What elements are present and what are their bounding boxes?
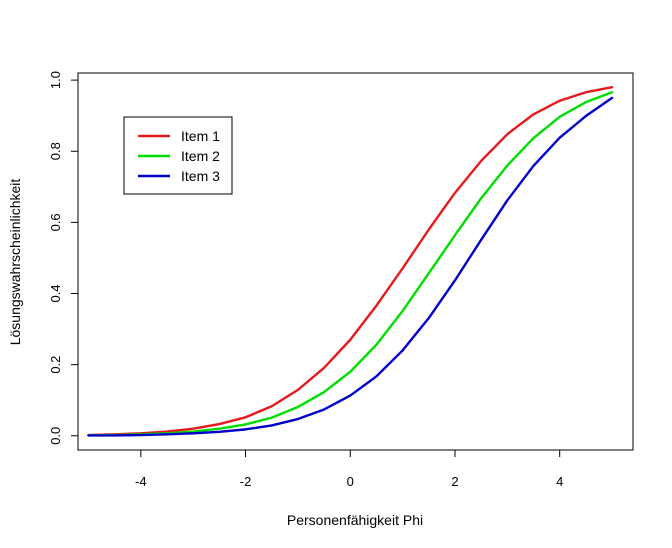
- legend-label: Item 2: [181, 148, 220, 164]
- x-axis: -4 -2 0 2 4: [135, 450, 563, 489]
- series-line-item-2: [87, 91, 614, 437]
- x-tick-label: -2: [240, 474, 252, 489]
- x-axis-label: Personenfähigkeit Phi: [287, 512, 423, 528]
- x-tick-label: 4: [556, 474, 563, 489]
- y-tick-label: 0.6: [48, 213, 63, 231]
- legend-label: Item 1: [181, 128, 220, 144]
- y-tick-label: 0.4: [48, 284, 63, 302]
- y-axis: 0.0 0.2 0.4 0.6 0.8 1.0: [48, 71, 78, 445]
- y-tick-label: 1.0: [48, 71, 63, 89]
- legend-label: Item 3: [181, 168, 220, 184]
- y-tick-label: 0.8: [48, 142, 63, 160]
- x-tick-label: 0: [347, 474, 354, 489]
- x-tick-label: 2: [451, 474, 458, 489]
- y-axis-label: Lösungswahrscheinlichkeit: [7, 179, 23, 346]
- series-line-item-3: [87, 96, 614, 437]
- series-line-item-1: [87, 86, 614, 437]
- series-lines: [87, 86, 614, 437]
- y-tick-label: 0.2: [48, 356, 63, 374]
- plot-frame: [77, 72, 634, 451]
- legend: Item 1 Item 2 Item 3: [123, 116, 233, 195]
- y-tick-label: 0.0: [48, 427, 63, 445]
- x-tick-label: -4: [135, 474, 147, 489]
